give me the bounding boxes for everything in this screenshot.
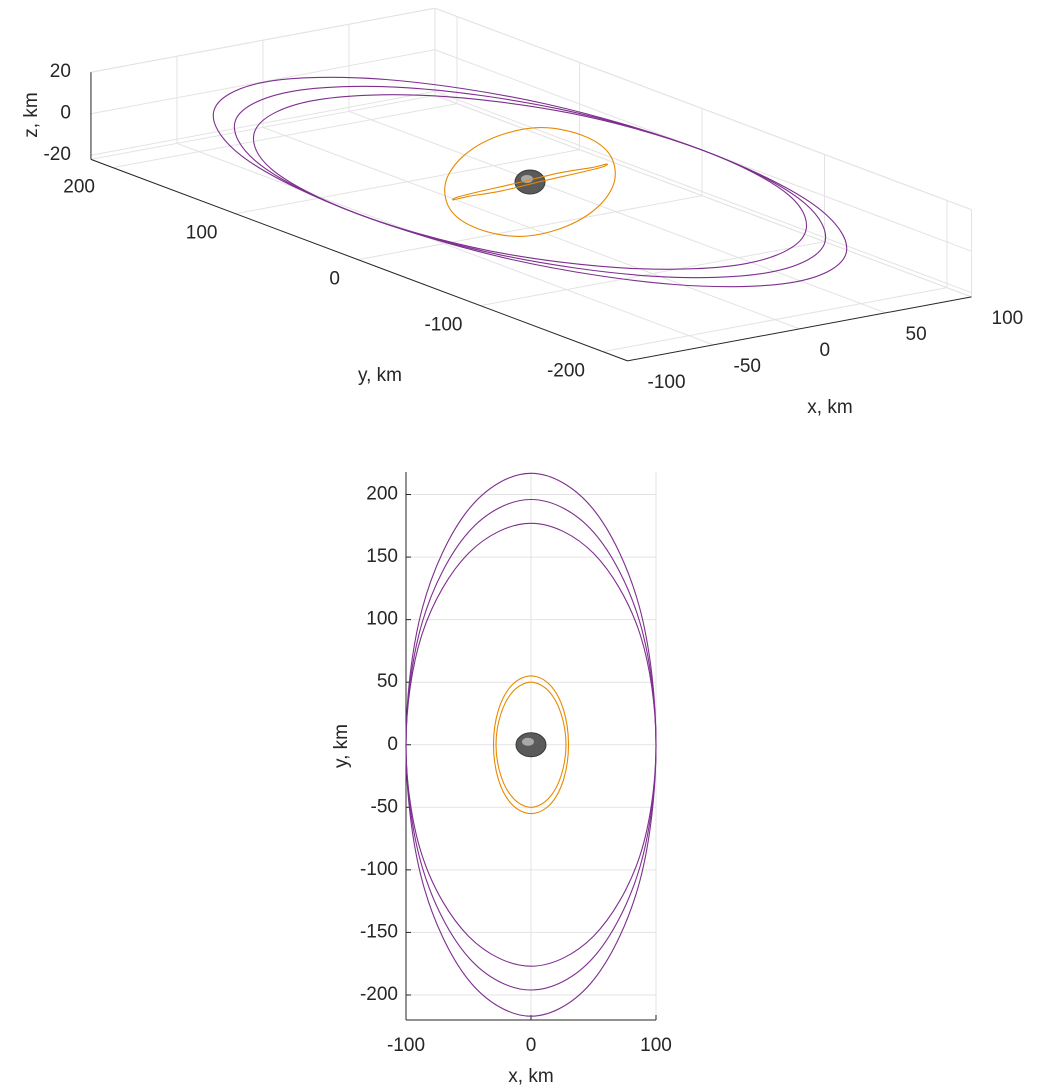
- y-axis-label: y, km: [331, 724, 352, 768]
- y-tick-label: 0: [387, 734, 398, 755]
- grid-line: [262, 126, 800, 330]
- grid-line: [112, 103, 458, 169]
- x-tick-label: -50: [734, 356, 761, 377]
- orbit-line: [495, 681, 567, 808]
- z-tick-label: 20: [50, 61, 71, 82]
- asteroid-highlight: [522, 737, 534, 746]
- x-tick-label: 100: [640, 1035, 672, 1056]
- orbit-line: [253, 94, 807, 270]
- orbit-line: [444, 127, 616, 237]
- x-tick-label: 100: [992, 308, 1024, 329]
- grid-line: [176, 142, 714, 346]
- grid-line: [602, 287, 948, 353]
- grid-line: [90, 7, 436, 73]
- x-axis-label: x, km: [807, 397, 852, 418]
- y-tick-label: 200: [63, 177, 95, 198]
- y-tick-label: -150: [360, 921, 398, 942]
- y-tick-label: 0: [329, 269, 340, 290]
- x-tick-label: 0: [526, 1035, 537, 1056]
- orbit-line: [492, 675, 570, 815]
- x-tick-label: 0: [820, 340, 831, 361]
- grid-line: [434, 94, 972, 298]
- orbit-line: [452, 163, 608, 201]
- x-axis-label: x, km: [508, 1066, 553, 1087]
- grid-line: [357, 195, 703, 261]
- z-tick-label: -20: [43, 144, 70, 165]
- grid-line: [90, 90, 436, 156]
- y-tick-label: 200: [366, 484, 398, 505]
- z-axis-label: z, km: [21, 92, 42, 137]
- y-tick-label: -200: [360, 984, 398, 1005]
- grid-line: [434, 7, 972, 211]
- y-axis-label: y, km: [358, 365, 402, 386]
- grid-line: [434, 90, 972, 294]
- y-tick-label: 100: [186, 223, 218, 244]
- y-tick-label: -100: [424, 315, 462, 336]
- y-tick-label: 150: [366, 546, 398, 567]
- y-tick-label: 100: [366, 609, 398, 630]
- grid-line: [235, 149, 580, 215]
- y-tick-label: 50: [377, 671, 398, 692]
- y-tick-label: -200: [547, 361, 585, 382]
- x-tick-label: -100: [387, 1035, 425, 1056]
- grid-line: [348, 110, 886, 314]
- x-tick-label: -100: [648, 372, 686, 393]
- x-tick-label: 50: [906, 324, 927, 345]
- y-tick-label: -100: [360, 859, 398, 880]
- x-axis: [627, 296, 972, 362]
- orbit-line: [405, 522, 657, 967]
- y-tick-label: -50: [371, 796, 398, 817]
- y-axis: [90, 158, 628, 362]
- grid-line: [90, 49, 436, 115]
- z-tick-label: 0: [60, 103, 71, 124]
- grid-line: [480, 241, 825, 307]
